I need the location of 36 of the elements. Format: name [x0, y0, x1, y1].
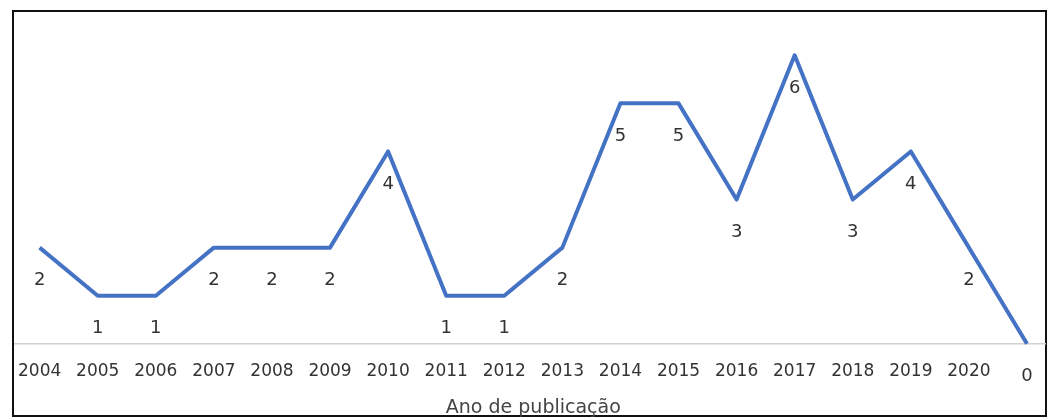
data-label: 2	[266, 268, 278, 290]
data-label: 3	[730, 220, 743, 242]
x-tick-label: 2005	[76, 360, 120, 381]
x-tick-label: 2011	[424, 360, 468, 381]
x-tick-label: 2013	[540, 360, 584, 381]
data-label: 6	[788, 75, 801, 97]
data-label: 2	[963, 268, 975, 290]
x-tick-label: 2008	[250, 360, 294, 381]
x-tick-label: 2007	[192, 360, 236, 381]
data-label: 5	[614, 124, 627, 146]
data-label: 1	[498, 316, 510, 338]
data-label: 1	[440, 316, 452, 338]
data-label: 2	[556, 268, 569, 290]
x-tick-label: 2018	[831, 360, 875, 381]
data-label: 1	[91, 316, 104, 338]
x-tick-label: 2015	[656, 360, 701, 381]
data-label: 2	[33, 268, 46, 290]
x-tick-label: 2019	[889, 360, 933, 381]
x-axis-title: Ano de publicação	[445, 394, 621, 417]
x-tick-label: 2016	[714, 360, 759, 381]
x-tick-label: 2017	[773, 360, 817, 381]
x-tick-label: 2020	[947, 360, 991, 381]
data-label: 5	[672, 124, 685, 146]
data-label: 4	[905, 172, 917, 194]
data-label: 2	[208, 268, 220, 290]
data-label: 4	[382, 172, 394, 194]
x-tick-label: 2012	[482, 360, 526, 381]
x-tick-label: 2014	[598, 360, 643, 381]
data-label: 1	[150, 316, 162, 338]
data-label: 2	[324, 268, 336, 290]
data-label: 3	[847, 220, 859, 242]
data-label: 0	[1021, 364, 1033, 386]
x-tick-label: 2009	[308, 360, 352, 381]
x-tick-label: 2004	[18, 360, 62, 381]
x-tick-label: 2010	[366, 360, 410, 381]
x-tick-label: 2006	[134, 360, 178, 381]
